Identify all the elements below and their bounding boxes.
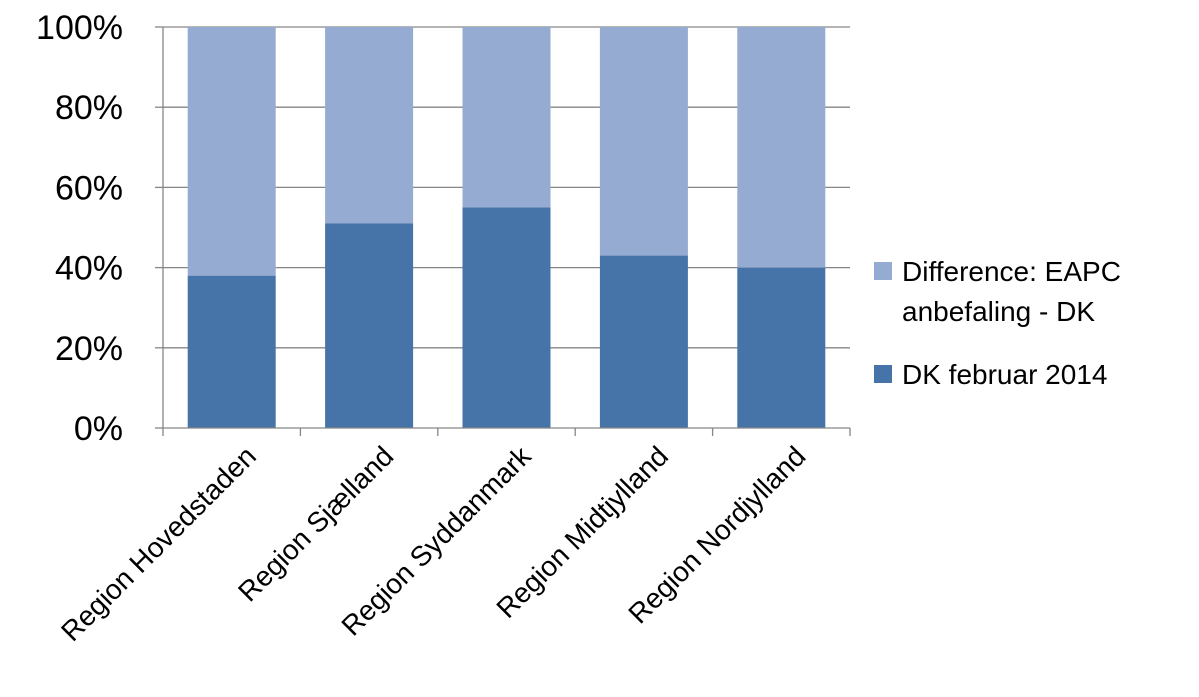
bar-segment-difference [462, 27, 551, 208]
bar-segment-dk-februar-2014 [737, 267, 826, 428]
axes [162, 27, 850, 429]
y-tick-label: 20% [55, 330, 123, 368]
bar-segment-difference [737, 27, 826, 268]
bar-segment-difference [599, 27, 688, 256]
bar-segment-dk-februar-2014 [325, 223, 414, 428]
bar-segment-dk-februar-2014 [599, 255, 688, 428]
legend: Difference: EAPC anbefaling - DK DK februa… [874, 256, 1121, 390]
y-tick-label: 100% [36, 9, 123, 47]
legend-label: DK februar 2014 [902, 359, 1107, 390]
legend-swatch [874, 365, 892, 383]
y-axis-ticks: 0% 20% 40% 60% 80% 100% [36, 9, 163, 448]
y-tick-label: 0% [74, 410, 123, 448]
legend-swatch [874, 262, 892, 280]
y-tick-label: 80% [55, 89, 123, 127]
bar-segment-dk-februar-2014 [187, 275, 276, 428]
x-tick-label: Region Hovedstaden [55, 440, 262, 647]
bar-segment-difference [187, 27, 276, 276]
legend-label: Difference: EAPC [902, 256, 1121, 287]
bar-segment-difference [325, 27, 414, 224]
y-tick-label: 60% [55, 169, 123, 207]
bars [187, 27, 826, 428]
legend-label: anbefaling - DK [902, 296, 1095, 327]
y-tick-label: 40% [55, 250, 123, 288]
bar-segment-dk-februar-2014 [462, 207, 551, 428]
